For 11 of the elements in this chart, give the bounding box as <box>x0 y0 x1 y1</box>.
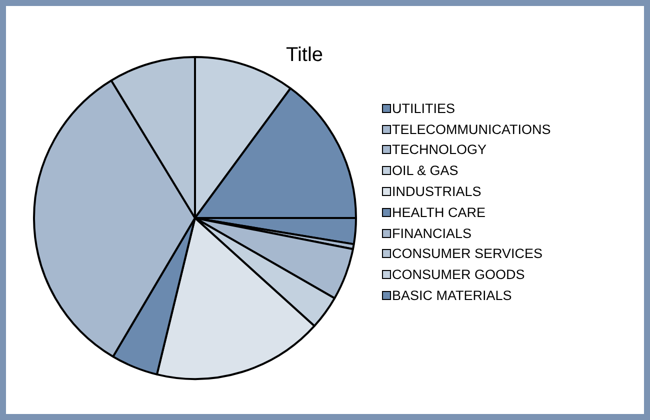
legend-label: TECHNOLOGY <box>392 142 487 158</box>
legend-label: OIL & GAS <box>392 163 458 178</box>
legend-label: CONSUMER GOODS <box>392 267 525 282</box>
legend-label: UTILITIES <box>392 100 456 116</box>
legend-label: INDUSTRIALS <box>392 184 482 200</box>
legend-label: FINANCIALS <box>392 226 472 241</box>
legend-label: TELECOMMUNICATIONS <box>392 122 551 137</box>
chart-title: Title <box>286 44 324 67</box>
legend-label: CONSUMER SERVICES <box>392 246 543 262</box>
legend-label: BASIC MATERIALS <box>392 288 512 304</box>
legend-label: HEALTH CARE <box>392 204 486 220</box>
